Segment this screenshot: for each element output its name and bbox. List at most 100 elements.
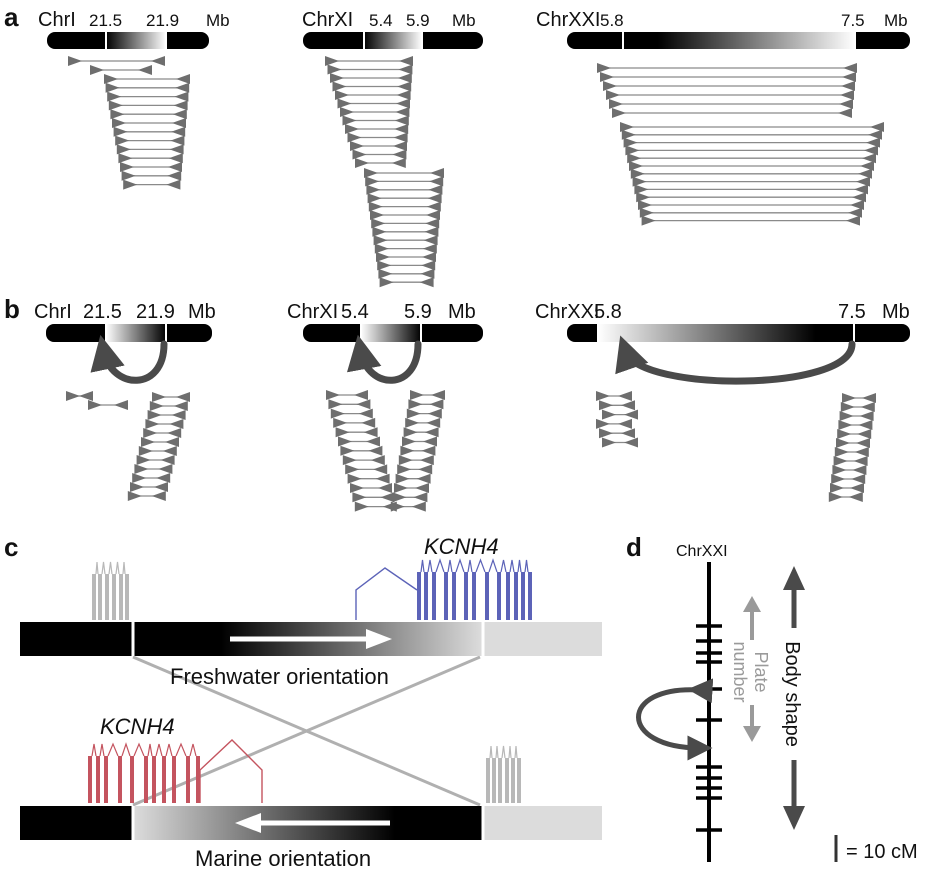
read-arrow-icon: [368, 445, 383, 456]
read-arrow-icon: [596, 418, 610, 429]
read-pair: [621, 129, 882, 140]
read-arrow-icon: [172, 118, 186, 128]
read-pair: [398, 455, 434, 466]
read-pair: [136, 455, 175, 465]
read-arrow-icon: [364, 168, 378, 178]
panel-b-chromosome-bar-chr1: [46, 324, 212, 342]
read-pair: [112, 118, 186, 128]
read-arrow-icon: [325, 56, 339, 66]
read-pair: [641, 215, 860, 226]
read-pair: [116, 144, 184, 155]
read-arrow-icon: [426, 201, 441, 212]
read-arrow-icon: [421, 260, 436, 271]
read-arrow-icon: [395, 473, 410, 484]
read-arrow-icon: [427, 408, 442, 419]
read-pair: [376, 252, 436, 262]
read-arrow-icon: [166, 179, 181, 190]
read-pair: [368, 201, 441, 212]
read-pair: [625, 145, 878, 156]
read-pair: [394, 483, 429, 493]
read-arrow-icon: [600, 72, 614, 82]
scale-label: = 10 cM: [846, 841, 918, 863]
read-pair: [333, 417, 376, 428]
read-arrow-icon: [833, 456, 848, 466]
read-pair: [113, 126, 186, 137]
read-arrow-icon: [375, 473, 390, 484]
read-pair: [377, 260, 436, 271]
read-arrow-icon: [618, 418, 632, 429]
read-pair: [602, 437, 638, 448]
read-arrow-icon: [370, 455, 385, 466]
read-arrow-icon: [143, 428, 158, 438]
read-pair: [830, 483, 864, 493]
read-arrow-icon: [378, 268, 393, 279]
read-arrow-icon: [373, 464, 388, 475]
read-arrow-icon: [105, 82, 120, 93]
read-pair: [395, 473, 431, 484]
read-pair: [120, 162, 182, 172]
read-arrow-icon: [831, 474, 846, 484]
read-pair: [366, 184, 443, 195]
read-arrow-icon: [837, 429, 852, 439]
read-arrow-icon: [597, 63, 611, 73]
marine-chromosome-bar: [20, 806, 602, 840]
read-pair: [90, 65, 152, 75]
read-pair: [627, 153, 876, 164]
read-arrow-icon: [606, 90, 620, 100]
read-pair: [355, 158, 406, 168]
read-arrow-icon: [402, 436, 416, 447]
panel-b-chr11-labels: ChrXI 5.4 5.9 Mb: [287, 301, 476, 323]
read-arrow-icon: [852, 192, 866, 203]
read-pair: [599, 400, 635, 411]
read-arrow-icon: [839, 99, 853, 109]
read-arrow-icon: [828, 492, 843, 502]
read-arrow-icon: [851, 474, 866, 484]
read-arrow-icon: [377, 260, 392, 271]
read-arrow-icon: [624, 409, 638, 420]
read-pair: [108, 100, 188, 111]
read-arrow-icon: [130, 482, 144, 492]
read-pair-groups: [66, 56, 884, 512]
read-arrow-icon: [156, 473, 171, 483]
read-arrow-icon: [368, 201, 383, 212]
chr-unit: Mb: [448, 301, 476, 323]
read-pair: [143, 428, 182, 438]
read-arrow-icon: [176, 74, 190, 84]
gene-models: [88, 558, 532, 803]
read-arrow-icon: [838, 420, 853, 430]
read-arrow-icon: [426, 417, 441, 428]
read-arrow-icon: [603, 81, 617, 91]
panel-label-a: a: [4, 2, 19, 32]
chr-name: ChrXXI: [536, 9, 600, 31]
read-pair: [606, 90, 854, 100]
read-arrow-icon: [358, 408, 373, 419]
read-arrow-icon: [832, 465, 847, 475]
read-arrow-icon: [419, 277, 434, 288]
read-arrow-icon: [173, 401, 188, 411]
read-arrow-icon: [862, 153, 876, 164]
read-arrow-icon: [169, 419, 184, 429]
read-arrow-icon: [136, 455, 151, 465]
read-arrow-icon: [636, 192, 651, 203]
read-arrow-icon: [428, 184, 443, 195]
read-arrow-icon: [367, 193, 382, 204]
read-arrow-icon: [110, 109, 125, 120]
arrowhead-icon: [743, 596, 761, 612]
read-arrow-icon: [410, 390, 424, 400]
read-arrow-icon: [866, 137, 880, 148]
synteny-line: [132, 655, 481, 807]
read-pair: [599, 428, 635, 439]
panel-label-d: d: [626, 532, 642, 562]
read-arrow-icon: [115, 135, 130, 146]
read-pair: [328, 399, 371, 410]
read-arrow-icon: [354, 501, 369, 512]
read-arrow-icon: [596, 391, 610, 401]
read-arrow-icon: [430, 168, 444, 178]
read-pair: [340, 107, 410, 117]
read-arrow-icon: [843, 63, 857, 73]
inversion-arc-icon: [636, 678, 714, 761]
read-pair: [340, 445, 383, 456]
read-arrow-icon: [621, 400, 635, 411]
read-arrow-icon: [848, 207, 862, 218]
read-arrow-icon: [167, 170, 182, 181]
